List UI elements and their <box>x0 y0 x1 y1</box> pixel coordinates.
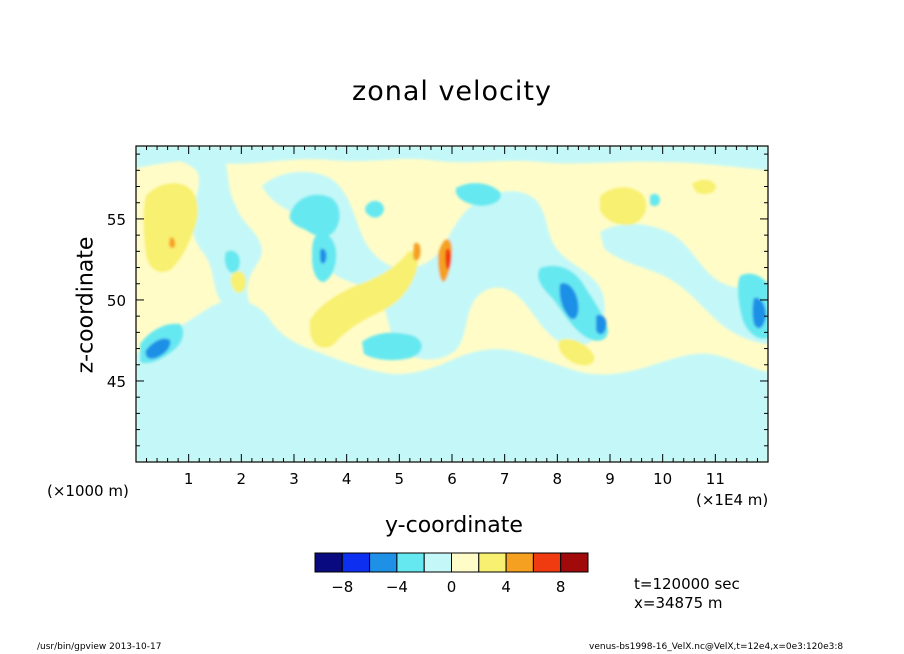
x-tick-label: 10 <box>653 470 672 488</box>
x-axis-label: y-coordinate <box>385 513 523 538</box>
colorbar-swatch <box>451 552 480 573</box>
neg-region <box>262 171 605 360</box>
neg-region-strong <box>752 297 766 329</box>
colorbar-tick-label: 8 <box>556 578 566 596</box>
colorbar-swatch <box>396 552 425 573</box>
neg-region-strong <box>596 314 607 335</box>
y-tick-label: 45 <box>107 373 126 391</box>
pos-region-strong <box>413 242 421 261</box>
time-info: t=120000 sec <box>634 575 740 593</box>
x-tick-label: 1 <box>184 470 194 488</box>
colorbar-swatch <box>423 552 453 573</box>
x-axis-unit-right: (×1E4 m) <box>696 491 769 509</box>
neg-region <box>600 223 768 344</box>
y-tick-label: 50 <box>107 292 126 310</box>
x-tick-label: 4 <box>342 470 352 488</box>
pos-region-peak <box>445 248 452 270</box>
colorbar-swatch <box>369 552 398 573</box>
neg-region-strong <box>559 283 579 320</box>
colorbar-swatch <box>341 552 371 573</box>
x-tick-label: 6 <box>447 470 457 488</box>
neg-region-strong <box>320 248 327 264</box>
neg-region-mid <box>650 193 660 207</box>
pos-region <box>600 187 647 226</box>
x-position-info: x=34875 m <box>634 594 723 612</box>
x-tick-label: 7 <box>500 470 510 488</box>
colorbar: −8 −4 0 4 8 <box>314 552 589 596</box>
pos-region <box>230 271 246 293</box>
pos-region <box>558 338 595 366</box>
x-tick-label: 8 <box>553 470 563 488</box>
x-tick-label: 11 <box>706 470 725 488</box>
x-tick-label: 2 <box>237 470 247 488</box>
pos-region-strong <box>169 237 176 249</box>
colorbar-swatch <box>560 552 589 573</box>
neg-region-strong <box>145 338 171 359</box>
colorbar-swatch <box>505 552 534 573</box>
x-tick-label: 3 <box>289 470 299 488</box>
chart-title: zonal velocity <box>352 76 552 107</box>
colorbar-swatch <box>478 552 507 573</box>
y-tick-label: 55 <box>107 211 126 229</box>
neg-region <box>136 394 210 434</box>
x-axis-unit-left: (×1000 m) <box>47 482 129 500</box>
contour-field <box>136 146 768 462</box>
footer-program: /usr/bin/gpview 2013-10-17 <box>37 642 162 652</box>
colorbar-swatch <box>314 552 343 573</box>
neg-region <box>136 300 768 462</box>
pos-region <box>310 251 418 348</box>
colorbar-tick-label: 4 <box>501 578 511 596</box>
colorbar-tick-label: −8 <box>331 578 353 596</box>
neg-region-mid <box>362 332 422 361</box>
colorbar-tick-label: 0 <box>447 578 457 596</box>
footer-source: venus-bs1998-16_VelX.nc@VelX,t=12e4,x=0e… <box>589 642 844 652</box>
colorbar-tick-label: −4 <box>386 578 408 596</box>
neg-region-mid <box>289 194 340 237</box>
colorbar-swatch <box>532 552 562 573</box>
pos-region <box>143 183 198 273</box>
pos-region <box>692 179 716 194</box>
x-tick-label: 9 <box>605 470 615 488</box>
neg-region-mid <box>224 250 240 273</box>
y-axis-label: z-coordinate <box>73 236 99 374</box>
neg-region-mid <box>365 200 384 218</box>
x-tick-label: 5 <box>395 470 405 488</box>
neg-region-mid <box>455 183 501 206</box>
